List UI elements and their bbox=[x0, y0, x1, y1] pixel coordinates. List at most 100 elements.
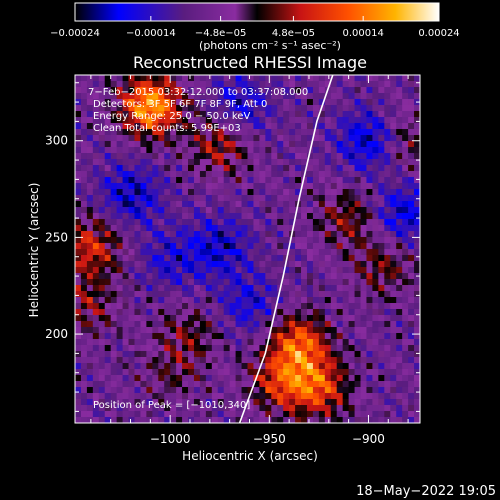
heatmap-cell bbox=[289, 165, 296, 172]
heatmap-cell bbox=[134, 267, 142, 274]
heatmap-cell bbox=[80, 405, 88, 412]
heatmap-cell bbox=[271, 399, 278, 406]
heatmap-cell bbox=[205, 129, 213, 136]
heatmap-cell bbox=[211, 219, 219, 226]
heatmap-cell bbox=[104, 195, 112, 202]
heatmap-cell bbox=[223, 375, 231, 382]
heatmap-cell bbox=[199, 291, 207, 298]
heatmap-cell bbox=[390, 417, 397, 423]
heatmap-cell bbox=[104, 273, 112, 280]
heatmap-cell bbox=[390, 285, 397, 292]
heatmap-cell bbox=[128, 81, 136, 88]
heatmap-cell bbox=[164, 357, 171, 364]
heatmap-cell bbox=[324, 153, 332, 160]
heatmap-cell bbox=[301, 255, 308, 262]
heatmap-cell bbox=[122, 81, 130, 88]
heatmap-cell bbox=[408, 165, 415, 172]
heatmap-cell bbox=[360, 345, 368, 352]
heatmap-cell bbox=[366, 165, 374, 172]
heatmap-cell bbox=[193, 147, 201, 154]
heatmap-cell bbox=[229, 291, 237, 298]
heatmap-cell bbox=[366, 135, 374, 142]
heatmap-cell bbox=[170, 375, 177, 382]
heatmap-cell bbox=[211, 105, 219, 112]
heatmap-cell bbox=[152, 159, 159, 166]
heatmap-cell bbox=[360, 393, 368, 400]
heatmap-cell bbox=[330, 261, 338, 268]
heatmap-cell bbox=[247, 153, 255, 160]
heatmap-cell bbox=[188, 135, 195, 142]
heatmap-cell bbox=[199, 273, 207, 280]
heatmap-cell bbox=[348, 201, 356, 208]
heatmap-cell bbox=[205, 195, 213, 202]
heatmap-cell bbox=[360, 159, 368, 166]
heatmap-cell bbox=[176, 141, 183, 148]
heatmap-cell bbox=[140, 291, 147, 298]
heatmap-cell bbox=[193, 93, 201, 100]
heatmap-cell bbox=[122, 375, 130, 382]
heatmap-cell bbox=[211, 351, 219, 358]
heatmap-cell bbox=[306, 81, 314, 88]
heatmap-cell bbox=[146, 273, 153, 280]
heatmap-cell bbox=[372, 297, 379, 304]
heatmap-cell bbox=[253, 303, 260, 310]
heatmap-cell bbox=[211, 327, 219, 334]
heatmap-cell bbox=[414, 243, 420, 250]
heatmap-cell bbox=[152, 381, 159, 388]
heatmap-cell bbox=[366, 219, 374, 226]
heatmap-cell bbox=[116, 417, 124, 423]
heatmap-cell bbox=[182, 291, 189, 298]
heatmap-cell bbox=[390, 375, 397, 382]
heatmap-cell bbox=[384, 231, 391, 238]
heatmap-cell bbox=[158, 285, 165, 292]
heatmap-cell bbox=[223, 141, 231, 148]
heatmap-cell bbox=[217, 249, 225, 256]
heatmap-cell bbox=[223, 303, 231, 310]
heatmap-cell bbox=[372, 159, 379, 166]
heatmap-cell bbox=[128, 309, 136, 316]
heatmap-cell bbox=[271, 393, 278, 400]
heatmap-cell bbox=[289, 321, 296, 328]
heatmap-cell bbox=[402, 387, 409, 394]
heatmap-cell bbox=[324, 339, 332, 346]
heatmap-cell bbox=[116, 309, 124, 316]
heatmap-cell bbox=[265, 327, 272, 334]
heatmap-cell bbox=[366, 105, 374, 112]
heatmap-cell bbox=[104, 357, 112, 364]
heatmap-cell bbox=[92, 297, 100, 304]
heatmap-cell bbox=[372, 417, 379, 423]
heatmap-cell bbox=[152, 333, 159, 340]
heatmap-cell bbox=[271, 369, 278, 376]
heatmap-cell bbox=[277, 315, 284, 322]
heatmap-cell bbox=[348, 111, 356, 118]
heatmap-cell bbox=[75, 405, 82, 412]
heatmap-cell bbox=[330, 129, 338, 136]
heatmap-cell bbox=[104, 243, 112, 250]
heatmap-cell bbox=[199, 327, 207, 334]
heatmap-cell bbox=[324, 231, 332, 238]
heatmap-cell bbox=[259, 297, 266, 304]
heatmap-cell bbox=[414, 225, 420, 232]
timestamp-label: 18−May−2022 19:05 bbox=[356, 484, 496, 499]
heatmap-cell bbox=[348, 81, 356, 88]
heatmap-cell bbox=[235, 249, 243, 256]
heatmap-cell bbox=[122, 75, 130, 82]
heatmap-cell bbox=[205, 321, 213, 328]
heatmap-cell bbox=[312, 381, 320, 388]
heatmap-cell bbox=[110, 381, 118, 388]
heatmap-cell bbox=[98, 309, 106, 316]
heatmap-cell bbox=[295, 237, 302, 244]
heatmap-cell bbox=[265, 417, 272, 423]
y-axis-label: Heliocentric Y (arcsec) bbox=[27, 183, 41, 318]
heatmap-cell bbox=[235, 399, 243, 406]
heatmap-cell bbox=[396, 135, 403, 142]
chart-title: Reconstructed RHESSI Image bbox=[133, 53, 367, 72]
heatmap-cell bbox=[176, 417, 183, 423]
heatmap-cell bbox=[295, 105, 302, 112]
heatmap-cell bbox=[384, 357, 391, 364]
heatmap-cell bbox=[128, 153, 136, 160]
heatmap-cell bbox=[98, 105, 106, 112]
heatmap-cell bbox=[301, 165, 308, 172]
heatmap-cell bbox=[223, 273, 231, 280]
